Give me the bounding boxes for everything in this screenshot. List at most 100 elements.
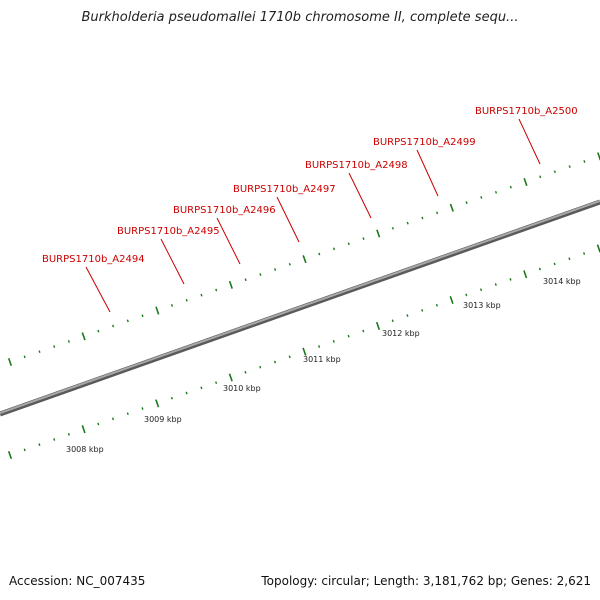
minor-tick — [23, 355, 26, 359]
minor-tick — [347, 242, 350, 246]
minor-tick — [23, 448, 26, 452]
minor-tick — [274, 268, 277, 271]
minor-tick — [509, 185, 512, 189]
minor-tick — [38, 443, 41, 447]
minor-tick — [568, 165, 571, 168]
scale-tick-row — [7, 244, 600, 460]
gene-label-pointer — [416, 149, 439, 197]
gene-label[interactable]: BURPS1710b_A2495 — [117, 226, 220, 237]
minor-tick — [539, 175, 542, 179]
map-title: Burkholderia pseudomallei 1710b chromoso… — [81, 10, 519, 25]
minor-tick — [185, 391, 188, 395]
scale-label: 3011 kbp — [303, 355, 341, 364]
major-tick — [302, 255, 307, 264]
major-tick — [523, 270, 528, 279]
minor-tick — [259, 273, 262, 276]
major-tick — [376, 229, 381, 238]
major-tick — [228, 373, 233, 382]
minor-tick — [38, 350, 41, 354]
minor-tick — [568, 257, 571, 261]
minor-tick — [347, 334, 350, 338]
minor-tick — [538, 267, 541, 271]
genome-summary-text: Topology: circular; Length: 3,181,762 bp… — [261, 574, 591, 588]
minor-tick — [244, 278, 247, 282]
minor-tick — [494, 283, 497, 286]
minor-tick — [362, 237, 365, 240]
major-tick — [81, 425, 86, 434]
minor-tick — [288, 262, 291, 266]
minor-tick — [391, 319, 394, 323]
minor-tick — [215, 381, 218, 385]
minor-tick — [200, 293, 203, 297]
major-tick — [449, 296, 454, 305]
minor-tick — [97, 329, 100, 333]
minor-tick — [141, 314, 144, 318]
major-tick — [523, 177, 528, 187]
minor-tick — [141, 407, 144, 410]
minor-tick — [288, 355, 291, 359]
minor-tick — [273, 360, 277, 364]
minor-tick — [126, 412, 129, 416]
minor-tick — [97, 422, 100, 426]
minor-tick — [126, 319, 129, 323]
minor-tick — [465, 201, 468, 204]
gene-label[interactable]: BURPS1710b_A2497 — [233, 184, 336, 195]
accession-text: Accession: NC_007435 — [9, 574, 146, 588]
major-tick — [155, 399, 160, 408]
scale-label-group: 3008 kbp 3009 kbp 3010 kbp 3011 kbp 3012 kbp… — [66, 277, 581, 454]
minor-tick — [318, 252, 321, 256]
minor-tick — [583, 160, 586, 163]
major-tick — [228, 280, 233, 289]
gene-label[interactable]: BURPS1710b_A2498 — [305, 160, 408, 171]
scale-label: 3008 kbp — [66, 445, 104, 454]
minor-tick — [436, 211, 439, 215]
gene-label-pointer — [518, 118, 541, 165]
minor-tick — [553, 170, 556, 174]
gene-label[interactable]: BURPS1710b_A2499 — [373, 137, 476, 148]
scale-label: 3010 kbp — [223, 384, 261, 393]
minor-tick — [112, 324, 115, 328]
major-tick — [375, 321, 381, 330]
scale-label: 3013 kbp — [463, 301, 501, 310]
minor-tick — [185, 298, 188, 302]
major-tick — [449, 203, 454, 212]
minor-tick — [170, 396, 173, 400]
minor-tick — [215, 288, 218, 292]
minor-tick — [170, 304, 174, 307]
minor-tick — [465, 293, 468, 297]
minor-tick — [67, 432, 70, 436]
minor-tick — [53, 438, 56, 441]
minor-tick — [53, 345, 56, 348]
gene-label-group: BURPS1710b_A2494 BURPS1710b_A2495 BURPS171… — [42, 106, 578, 313]
gene-label[interactable]: BURPS1710b_A2496 — [173, 205, 276, 216]
gene-label-pointer — [276, 196, 300, 243]
minor-tick — [318, 345, 321, 348]
minor-tick — [480, 288, 483, 292]
minor-tick — [480, 196, 483, 199]
major-tick — [155, 306, 160, 315]
gene-label[interactable]: BURPS1710b_A2494 — [42, 254, 145, 265]
minor-tick — [435, 303, 438, 307]
upper-tick-row — [7, 152, 600, 367]
minor-tick — [244, 370, 247, 374]
minor-tick — [111, 417, 115, 421]
minor-tick — [391, 226, 394, 230]
minor-tick — [553, 262, 556, 266]
minor-tick — [509, 278, 512, 281]
minor-tick — [259, 365, 262, 369]
minor-tick — [406, 221, 409, 225]
major-tick — [81, 332, 86, 341]
minor-tick — [494, 190, 498, 194]
scale-label: 3009 kbp — [144, 415, 182, 424]
gene-label[interactable]: BURPS1710b_A2500 — [475, 106, 578, 117]
minor-tick — [421, 309, 424, 312]
minor-tick — [67, 340, 70, 343]
scale-label: 3012 kbp — [382, 329, 420, 338]
major-tick — [7, 450, 13, 460]
gene-label-pointer — [85, 266, 111, 313]
gene-label-pointer — [216, 217, 241, 265]
backbone-line — [0, 199, 600, 417]
minor-tick — [406, 314, 409, 317]
minor-tick — [332, 339, 335, 343]
